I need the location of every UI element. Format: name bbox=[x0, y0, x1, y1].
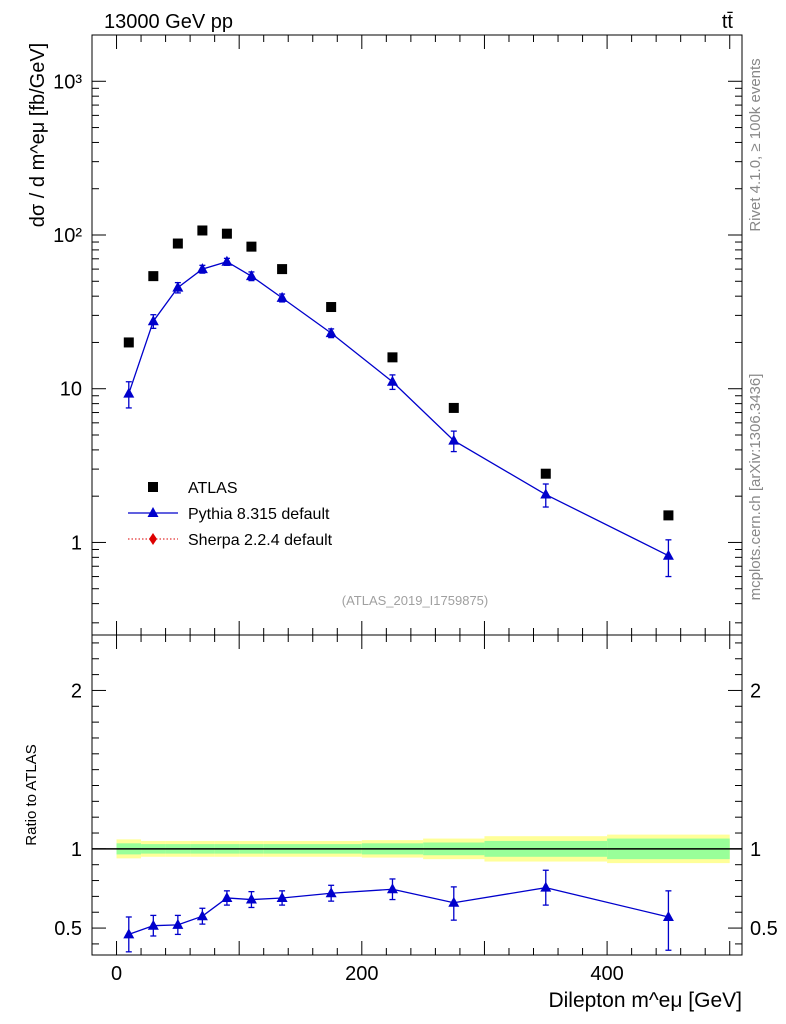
main-y-tick-label: 10 bbox=[60, 379, 82, 401]
pythia-ratio-point bbox=[662, 910, 674, 921]
energy-label: 13000 GeV pp bbox=[104, 11, 233, 33]
legend: ATLAS Pythia 8.315 default Sherpa 2.2.4 … bbox=[128, 480, 333, 549]
pythia-ratio-point bbox=[196, 910, 208, 921]
main-y-tick-label: 1 bbox=[71, 532, 82, 554]
ratio-y-axis-title: Ratio to ATLAS bbox=[23, 744, 40, 845]
ratio-axis-ticks: 0 200 400 0.5 0.5 1 1 2 2 bbox=[54, 635, 778, 985]
pythia-ratio-point bbox=[221, 891, 233, 902]
x-axis-title: Dilepton m^eμ [GeV] bbox=[548, 989, 742, 1012]
pythia-point bbox=[276, 291, 288, 302]
pythia-point bbox=[540, 488, 552, 499]
pythia-point bbox=[172, 281, 184, 292]
pythia-ratio-point bbox=[147, 919, 159, 930]
ratio-plot-marks bbox=[123, 869, 674, 953]
legend-atlas-label: ATLAS bbox=[188, 480, 238, 497]
pythia-point bbox=[196, 263, 208, 274]
x-tick-label: 200 bbox=[345, 963, 378, 985]
x-tick-label: 0 bbox=[111, 963, 122, 985]
ratio-plot-frame bbox=[91, 634, 743, 956]
atlas-point bbox=[123, 337, 134, 348]
legend-sherpa-label: Sherpa 2.2.4 default bbox=[188, 532, 333, 549]
pythia-point bbox=[123, 387, 135, 398]
main-y-axis-title: dσ / d m^eμ [fb/GeV] bbox=[27, 43, 49, 227]
pythia-point bbox=[147, 315, 159, 326]
pythia-ratio-point bbox=[325, 887, 337, 898]
atlas-point bbox=[197, 225, 208, 236]
atlas-point bbox=[540, 468, 551, 479]
atlas-point bbox=[326, 302, 337, 313]
rivet-version-label: Rivet 4.1.0, ≥ 100k events bbox=[747, 58, 764, 231]
atlas-point bbox=[148, 271, 159, 282]
pythia-point bbox=[245, 270, 257, 281]
atlas-point bbox=[448, 402, 459, 413]
pythia-ratio-point bbox=[276, 891, 288, 902]
legend-pythia-label: Pythia 8.315 default bbox=[188, 506, 330, 523]
ratio-y-tick-label-right: 0.5 bbox=[750, 918, 778, 940]
source-label: mcplots.cern.ch [arXiv:1306.3436] bbox=[747, 374, 764, 601]
pythia-ratio-point bbox=[172, 918, 184, 929]
ratio-y-tick-label-left: 2 bbox=[71, 680, 82, 702]
atlas-point bbox=[277, 264, 288, 275]
atlas-point bbox=[172, 238, 183, 249]
pythia-line bbox=[128, 261, 669, 557]
atlas-point bbox=[387, 352, 398, 363]
main-y-tick-label: 10³ bbox=[53, 71, 82, 93]
pythia-ratio-point bbox=[448, 896, 460, 907]
pythia-point bbox=[325, 327, 337, 338]
pythia-ratio-point bbox=[386, 883, 398, 894]
atlas-point bbox=[246, 241, 257, 252]
ratio-y-tick-label-right: 1 bbox=[750, 839, 761, 861]
pythia-ratio-point bbox=[540, 881, 552, 892]
atlas-point bbox=[221, 228, 232, 239]
legend-sherpa-marker bbox=[149, 533, 157, 545]
x-tick-label: 400 bbox=[590, 963, 623, 985]
pythia-point bbox=[448, 434, 460, 445]
ratio-y-tick-label-right: 2 bbox=[750, 680, 761, 702]
pythia-point bbox=[386, 375, 398, 386]
pythia-ratio-point bbox=[245, 893, 257, 904]
ratio-y-tick-label-left: 0.5 bbox=[54, 918, 82, 940]
atlas-point bbox=[663, 510, 674, 521]
main-axis-ticks: 1 10 10² 10³ bbox=[53, 34, 742, 635]
legend-pythia-marker bbox=[147, 507, 159, 517]
main-y-tick-label: 10² bbox=[53, 225, 82, 247]
pythia-ratio-line bbox=[128, 887, 669, 936]
legend-atlas-marker bbox=[148, 482, 158, 492]
analysis-tag: (ATLAS_2019_I1759875) bbox=[342, 593, 488, 608]
main-plot-marks bbox=[123, 225, 674, 578]
pythia-point bbox=[662, 549, 674, 560]
pythia-point bbox=[221, 255, 233, 266]
ratio-y-tick-label-left: 1 bbox=[71, 839, 82, 861]
process-label: tt̄ bbox=[722, 11, 734, 33]
pythia-ratio-point bbox=[123, 928, 135, 939]
